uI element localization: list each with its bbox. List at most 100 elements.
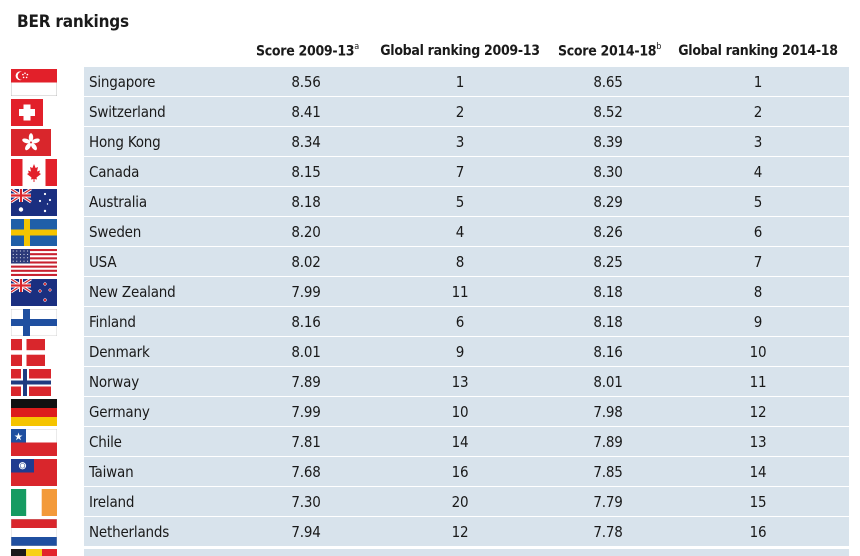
global-ranking-2014-18: 14	[749, 463, 767, 481]
table-row: Chile 7.81 14 7.89 13	[0, 427, 860, 457]
norway-flag-icon	[11, 369, 57, 396]
row-background	[84, 277, 849, 307]
row-divider	[84, 156, 849, 157]
score-2014-18: 8.39	[593, 133, 623, 151]
table-row: Singapore 8.56 1 8.65 1	[0, 67, 860, 97]
row-divider	[84, 546, 849, 547]
row-background	[84, 517, 849, 547]
chile-flag-icon	[11, 429, 57, 456]
row-divider	[84, 246, 849, 247]
switzerland-flag-icon	[11, 99, 57, 126]
singapore-flag-icon	[11, 69, 57, 96]
score-2009-13: 7.30	[291, 493, 321, 511]
row-background	[84, 487, 849, 517]
row-background	[84, 337, 849, 367]
score-2009-13: 7.99	[291, 403, 321, 421]
global-ranking-2009-13: 7	[455, 163, 465, 181]
score-2009-13: 8.20	[291, 223, 321, 241]
score-2014-18: 7.98	[593, 403, 623, 421]
score-2009-13: 8.16	[291, 313, 321, 331]
row-background	[84, 127, 849, 157]
row-background	[84, 397, 849, 427]
global-ranking-2014-18: 3	[753, 133, 763, 151]
country-name: Switzerland	[89, 103, 166, 121]
global-ranking-2014-18: 15	[749, 493, 767, 511]
belgium-flag-icon	[11, 549, 57, 556]
country-name: Norway	[89, 373, 139, 391]
row-divider	[84, 396, 849, 397]
global-ranking-2009-13: 11	[451, 283, 469, 301]
score-2009-13: 8.56	[291, 73, 321, 91]
global-ranking-2014-18: 6	[753, 223, 763, 241]
score-2009-13: 8.34	[291, 133, 321, 151]
row-background	[84, 97, 849, 127]
header-global-ranking-2014-18: Global ranking 2014-18	[678, 43, 838, 59]
global-ranking-2009-13: 16	[451, 463, 469, 481]
row-divider	[84, 516, 849, 517]
country-name: Australia	[89, 193, 147, 211]
country-name: Sweden	[89, 223, 142, 241]
footnote-marker-a: a	[354, 42, 359, 52]
score-2014-18: 8.29	[593, 193, 623, 211]
germany-flag-icon	[11, 399, 57, 426]
global-ranking-2009-13: 3	[455, 133, 465, 151]
global-ranking-2014-18: 2	[753, 103, 763, 121]
table-row: New Zealand 7.99 11 8.18 8	[0, 277, 860, 307]
country-name: Singapore	[89, 73, 156, 91]
header-score-2014-18: Score 2014-18b	[558, 42, 661, 65]
score-2009-13: 7.68	[291, 463, 321, 481]
global-ranking-2014-18: 7	[753, 253, 763, 271]
global-ranking-2009-13: 6	[455, 313, 465, 331]
finland-flag-icon	[11, 309, 57, 336]
hong-kong-flag-icon	[11, 129, 57, 156]
row-divider	[84, 306, 849, 307]
global-ranking-2014-18: 11	[749, 373, 767, 391]
table-row-partial	[84, 549, 849, 556]
table-row: USA 8.02 8 8.25 7	[0, 247, 860, 277]
header-global-ranking-2009-13: Global ranking 2009-13	[380, 43, 540, 59]
global-ranking-2009-13: 1	[455, 73, 465, 91]
global-ranking-2014-18: 8	[753, 283, 763, 301]
score-2014-18: 8.16	[593, 343, 623, 361]
score-2009-13: 7.99	[291, 283, 321, 301]
row-background	[84, 427, 849, 457]
global-ranking-2014-18: 13	[749, 433, 767, 451]
row-divider	[84, 486, 849, 487]
new-zealand-flag-icon	[11, 279, 57, 306]
score-2014-18: 8.30	[593, 163, 623, 181]
score-2009-13: 7.89	[291, 373, 321, 391]
ireland-flag-icon	[11, 489, 57, 516]
row-divider	[84, 336, 849, 337]
country-name: Hong Kong	[89, 133, 161, 151]
country-name: New Zealand	[89, 283, 176, 301]
score-2009-13: 8.02	[291, 253, 321, 271]
country-name: USA	[89, 253, 117, 271]
global-ranking-2014-18: 12	[749, 403, 767, 421]
table-row: Taiwan 7.68 16 7.85 14	[0, 457, 860, 487]
score-2014-18: 7.78	[593, 523, 623, 541]
score-2014-18: 8.18	[593, 313, 623, 331]
table-row: Netherlands 7.94 12 7.78 16	[0, 517, 860, 547]
row-background	[84, 187, 849, 217]
header-score-2009-13: Score 2009-13a	[256, 42, 359, 65]
score-2009-13: 8.15	[291, 163, 321, 181]
table-row: Germany 7.99 10 7.98 12	[0, 397, 860, 427]
score-2014-18: 7.79	[593, 493, 623, 511]
row-divider	[84, 366, 849, 367]
score-2009-13: 7.94	[291, 523, 321, 541]
row-background	[84, 217, 849, 247]
score-2009-13: 8.41	[291, 103, 321, 121]
denmark-flag-icon	[11, 339, 57, 366]
score-2014-18: 8.25	[593, 253, 623, 271]
row-background	[84, 367, 849, 397]
score-2009-13: 7.81	[291, 433, 321, 451]
table-row: Australia 8.18 5 8.29 5	[0, 187, 860, 217]
row-divider	[84, 216, 849, 217]
country-name: Germany	[89, 403, 150, 421]
global-ranking-2014-18: 16	[749, 523, 767, 541]
row-divider	[84, 96, 849, 97]
score-2014-18: 8.65	[593, 73, 623, 91]
global-ranking-2014-18: 10	[749, 343, 767, 361]
score-2014-18: 7.85	[593, 463, 623, 481]
global-ranking-2009-13: 9	[455, 343, 465, 361]
